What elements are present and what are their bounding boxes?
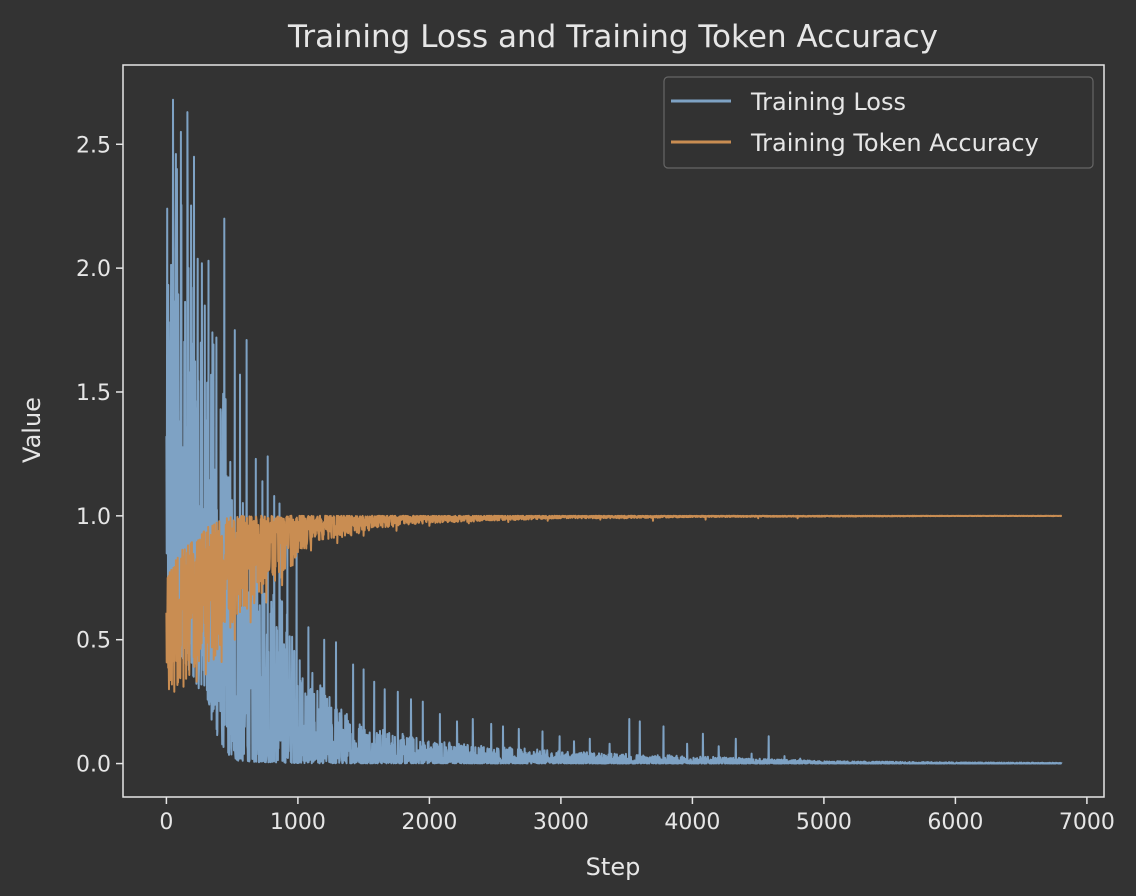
plot-area: [165, 98, 1063, 765]
y-axis: 0.0 0.5 1.0 1.5 2.0 2.5: [76, 133, 123, 778]
y-tick-label: 1.5: [76, 381, 111, 406]
x-tick-label: 1000: [270, 810, 326, 835]
y-tick-label: 2.5: [76, 133, 111, 158]
x-tick-label: 6000: [927, 810, 983, 835]
legend: Training Loss Training Token Accuracy: [663, 76, 1094, 169]
x-tick-label: 7000: [1059, 810, 1115, 835]
chart-title: Training Loss and Training Token Accurac…: [287, 19, 938, 55]
x-tick-label: 5000: [796, 810, 852, 835]
x-axis: 0 1000 2000 3000 4000 5000 6000 7000: [159, 797, 1115, 835]
legend-label: Training Token Accuracy: [750, 129, 1039, 157]
x-tick-label: 4000: [664, 810, 720, 835]
y-axis-label: Value: [18, 397, 46, 463]
y-tick-label: 0.5: [76, 629, 111, 654]
plot-frame: [122, 64, 1105, 798]
x-tick-label: 3000: [533, 810, 589, 835]
x-tick-label: 2000: [401, 810, 457, 835]
series-line-training-token-accuracy: [165, 514, 1063, 693]
series-line-training-loss: [165, 98, 1063, 765]
y-tick-label: 0.0: [76, 753, 111, 778]
legend-label: Training Loss: [750, 88, 906, 116]
y-tick-label: 1.0: [76, 505, 111, 530]
legend-box: [663, 76, 1094, 169]
x-tick-label: 0: [159, 810, 173, 835]
x-axis-label: Step: [586, 853, 641, 881]
y-tick-label: 2.0: [76, 257, 111, 282]
